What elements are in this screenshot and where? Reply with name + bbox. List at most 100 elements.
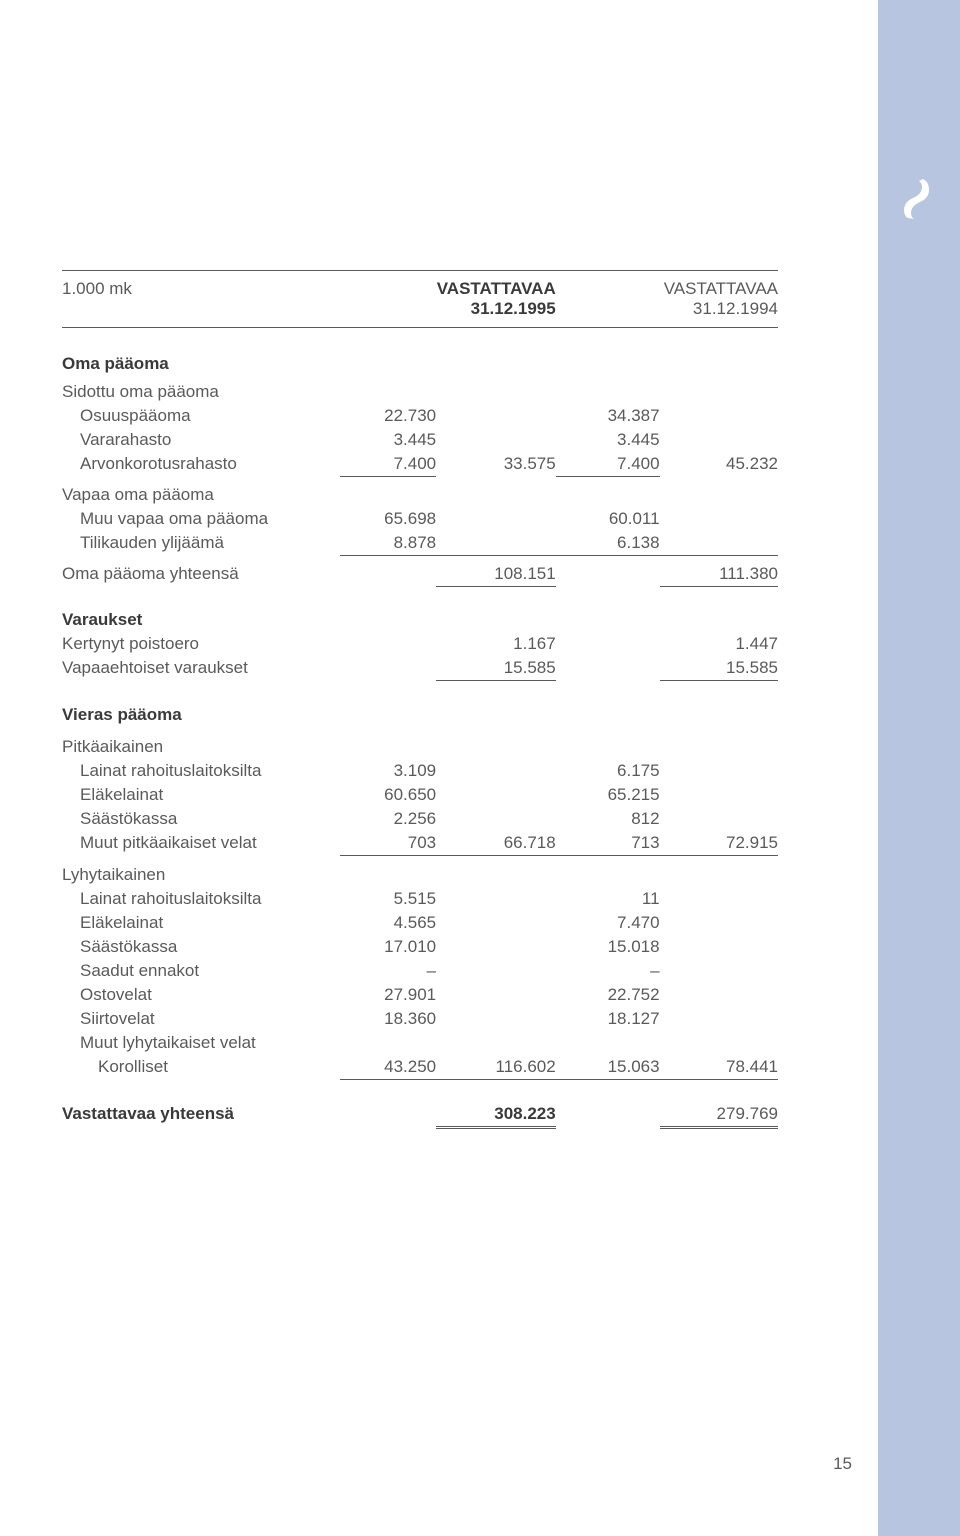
row-label: Muu vapaa oma pääoma (62, 507, 340, 531)
cell: 713 (556, 831, 660, 856)
cell: 15.585 (436, 656, 556, 681)
row-label: Lyhytaikainen (62, 855, 340, 887)
table-row: Kertynyt poistoero 1.167 1.447 (62, 632, 778, 656)
cell: 1.167 (436, 632, 556, 656)
cell: – (556, 959, 660, 983)
cell: 18.360 (340, 1007, 436, 1031)
table-row: Saadut ennakot – – (62, 959, 778, 983)
cell: 15.018 (556, 935, 660, 959)
cell: 33.575 (436, 452, 556, 477)
row-label: Oma pääoma yhteensä (62, 555, 340, 586)
row-label: Vastattavaa yhteensä (62, 1102, 340, 1128)
section-oma-paaoma: Oma pääoma (62, 328, 340, 381)
table-row: Vararahasto 3.445 3.445 (62, 428, 778, 452)
table-row: Eläkelainat 60.650 65.215 (62, 783, 778, 807)
table-row: Muut pitkäaikaiset velat 703 66.718 713 … (62, 831, 778, 856)
cell: 703 (340, 831, 436, 856)
row-label: Eläkelainat (62, 783, 340, 807)
cell: 3.445 (556, 428, 660, 452)
table-row: Tilikauden ylijäämä 8.878 6.138 (62, 531, 778, 556)
cell: 60.650 (340, 783, 436, 807)
table-row: Eläkelainat 4.565 7.470 (62, 911, 778, 935)
table-row-total: Vastattavaa yhteensä 308.223 279.769 (62, 1102, 778, 1128)
row-label: Lainat rahoituslaitoksilta (62, 759, 340, 783)
page-content: 1.000 mk VASTATTAVAA 31.12.1995 VASTATTA… (0, 0, 878, 1129)
row-label: Eläkelainat (62, 911, 340, 935)
cell: 43.250 (340, 1055, 436, 1080)
cell: 6.138 (556, 531, 660, 556)
cell: 27.901 (340, 983, 436, 1007)
cell: 812 (556, 807, 660, 831)
header-1994: VASTATTAVAA 31.12.1994 (660, 271, 778, 328)
row-label: Korolliset (62, 1055, 340, 1080)
cell: 116.602 (436, 1055, 556, 1080)
row-label: Ostovelat (62, 983, 340, 1007)
brand-logo (898, 170, 940, 230)
cell: – (340, 959, 436, 983)
cell: 78.441 (660, 1055, 778, 1080)
row-label: Lainat rahoituslaitoksilta (62, 887, 340, 911)
row-label: Sidottu oma pääoma (62, 380, 340, 404)
table-row: Osuuspääoma 22.730 34.387 (62, 404, 778, 428)
page-number: 15 (833, 1454, 852, 1474)
cell: 308.223 (436, 1102, 556, 1128)
cell: 6.175 (556, 759, 660, 783)
cell: 3.109 (340, 759, 436, 783)
row-label: Vapaaehtoiset varaukset (62, 656, 340, 681)
cell: 5.515 (340, 887, 436, 911)
cell: 7.470 (556, 911, 660, 935)
row-label: Vapaa oma pääoma (62, 477, 340, 507)
table-row: Muu vapaa oma pääoma 65.698 60.011 (62, 507, 778, 531)
row-label: Muut pitkäaikaiset velat (62, 831, 340, 856)
cell: 34.387 (556, 404, 660, 428)
section-vieras-paaoma: Vieras pääoma (62, 703, 340, 727)
row-label: Tilikauden ylijäämä (62, 531, 340, 556)
table-row: Siirtovelat 18.360 18.127 (62, 1007, 778, 1031)
cell: 15.585 (660, 656, 778, 681)
table-row: Arvonkorotusrahasto 7.400 33.575 7.400 4… (62, 452, 778, 477)
table-row: Korolliset 43.250 116.602 15.063 78.441 (62, 1055, 778, 1080)
cell: 65.215 (556, 783, 660, 807)
header-1995: VASTATTAVAA 31.12.1995 (436, 271, 556, 328)
cell: 72.915 (660, 831, 778, 856)
table-row: Säästökassa 2.256 812 (62, 807, 778, 831)
cell: 60.011 (556, 507, 660, 531)
cell: 7.400 (556, 452, 660, 477)
cell: 65.698 (340, 507, 436, 531)
row-label: Saadut ennakot (62, 959, 340, 983)
section-varaukset: Varaukset (62, 608, 340, 632)
cell: 18.127 (556, 1007, 660, 1031)
cell: 66.718 (436, 831, 556, 856)
cell: 11 (556, 887, 660, 911)
row-label: Pitkäaikainen (62, 727, 340, 759)
cell: 279.769 (660, 1102, 778, 1128)
row-label: Arvonkorotusrahasto (62, 452, 340, 477)
cell: 45.232 (660, 452, 778, 477)
table-row: Säästökassa 17.010 15.018 (62, 935, 778, 959)
header-unit: 1.000 mk (62, 271, 340, 328)
cell: 22.752 (556, 983, 660, 1007)
row-label: Kertynyt poistoero (62, 632, 340, 656)
balance-table: 1.000 mk VASTATTAVAA 31.12.1995 VASTATTA… (62, 270, 778, 1129)
row-label: Siirtovelat (62, 1007, 340, 1031)
cell: 1.447 (660, 632, 778, 656)
cell: 3.445 (340, 428, 436, 452)
table-row: Lainat rahoituslaitoksilta 5.515 11 (62, 887, 778, 911)
row-label: Vararahasto (62, 428, 340, 452)
cell: 7.400 (340, 452, 436, 477)
cell: 108.151 (436, 555, 556, 586)
cell: 17.010 (340, 935, 436, 959)
table-row: Ostovelat 27.901 22.752 (62, 983, 778, 1007)
table-row: Muut lyhytaikaiset velat (62, 1031, 778, 1055)
cell: 4.565 (340, 911, 436, 935)
cell: 15.063 (556, 1055, 660, 1080)
row-label: Osuuspääoma (62, 404, 340, 428)
cell: 111.380 (660, 555, 778, 586)
table-row: Vapaaehtoiset varaukset 15.585 15.585 (62, 656, 778, 681)
cell: 22.730 (340, 404, 436, 428)
cell: 2.256 (340, 807, 436, 831)
table-row: Oma pääoma yhteensä 108.151 111.380 (62, 555, 778, 586)
table-header-row: 1.000 mk VASTATTAVAA 31.12.1995 VASTATTA… (62, 271, 778, 328)
cell: 8.878 (340, 531, 436, 556)
sidebar-band (878, 0, 960, 1536)
